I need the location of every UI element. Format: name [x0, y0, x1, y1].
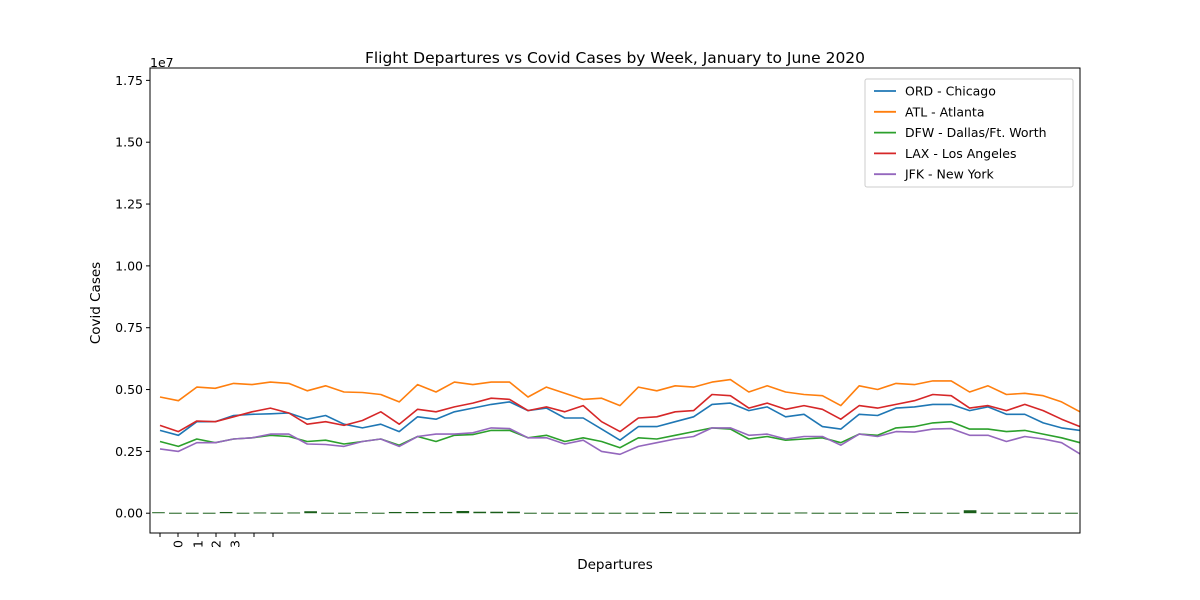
y-tick-label: 1.50	[115, 135, 143, 150]
y-tick-label: 0.00	[115, 506, 143, 521]
bar	[253, 512, 267, 514]
bar	[439, 511, 453, 514]
bar	[219, 511, 233, 514]
bar	[456, 510, 470, 514]
x-tick-label: 2	[209, 540, 224, 548]
bar	[1048, 512, 1061, 514]
legend: ORD - Chicago ATL - Atlanta DFW - Dallas/F…	[864, 78, 1074, 188]
legend-label: JFK - New York	[904, 167, 995, 182]
lines-layer	[159, 378, 1081, 456]
legend-label: LAX - Los Angeles	[905, 146, 1016, 161]
legend-label: ORD - Chicago	[905, 84, 996, 99]
bar	[1014, 512, 1028, 514]
bar	[777, 512, 791, 514]
bar	[811, 512, 825, 514]
bar	[642, 512, 656, 514]
bar	[913, 512, 926, 514]
y-scale-label: 1e7	[150, 55, 174, 70]
bar	[152, 512, 165, 514]
bar	[659, 511, 673, 514]
bar	[388, 511, 402, 514]
bar	[557, 512, 571, 514]
bars-layer	[152, 510, 1078, 514]
y-tick-label: 1.25	[115, 197, 143, 212]
bar	[828, 512, 842, 514]
bar	[676, 512, 689, 514]
bar	[422, 511, 436, 514]
bar	[929, 512, 943, 514]
bar	[794, 512, 808, 514]
bar	[997, 512, 1011, 514]
bar	[507, 511, 520, 514]
bar	[1065, 512, 1078, 514]
bar	[490, 511, 503, 514]
bar	[693, 512, 706, 514]
y-tick-label: 0.75	[115, 320, 143, 335]
x-axis-title: Departures	[577, 557, 653, 573]
bar	[236, 512, 250, 514]
bar	[963, 510, 977, 514]
bar	[405, 511, 419, 514]
legend-label: ATL - Atlanta	[905, 104, 985, 119]
chart-title: Flight Departures vs Covid Cases by Week…	[365, 49, 865, 67]
bar	[862, 512, 875, 514]
bar	[304, 511, 317, 514]
bar	[541, 512, 554, 514]
bar	[608, 512, 622, 514]
bar	[625, 512, 639, 514]
bar	[524, 512, 537, 514]
y-tick-label: 0.25	[115, 444, 143, 459]
y-axis-title: Covid Cases	[88, 262, 104, 344]
x-tick-label: 0	[171, 540, 186, 548]
y-tick-label: 1.00	[115, 258, 143, 273]
bar	[710, 512, 723, 514]
bar	[1031, 512, 1045, 514]
bar	[760, 512, 774, 514]
bar	[473, 511, 487, 514]
y-tick-label: 1.75	[115, 73, 143, 88]
bar	[321, 512, 334, 514]
bar	[338, 512, 351, 514]
legend-box	[864, 78, 1074, 188]
bar	[896, 511, 909, 514]
bar	[727, 512, 740, 514]
series-line-4	[159, 427, 1081, 456]
bar	[591, 512, 605, 514]
bar	[371, 512, 385, 514]
bar	[574, 512, 588, 514]
bar	[946, 512, 960, 514]
bar	[287, 512, 301, 514]
y-tick-label: 0.50	[115, 382, 143, 397]
series-line-2	[159, 420, 1081, 449]
bar	[169, 512, 182, 514]
bar	[845, 512, 859, 514]
x-tick-label: 1	[191, 540, 206, 548]
y-axis: 0.00 0.25 0.50 0.75 1.00 1.25 1.50 1.75	[115, 73, 150, 521]
bar	[879, 512, 892, 514]
series-line-0	[159, 401, 1081, 442]
bar	[270, 512, 284, 514]
bar	[355, 512, 368, 514]
plot-frame	[149, 67, 1081, 534]
legend-label: DFW - Dallas/Ft. Worth	[905, 125, 1047, 140]
series-line-3	[159, 393, 1081, 433]
series-line-1	[159, 378, 1081, 413]
bar	[980, 512, 994, 514]
bar	[202, 512, 216, 514]
x-tick-label: 3	[228, 540, 243, 548]
bar	[743, 512, 757, 514]
bar	[185, 512, 199, 514]
